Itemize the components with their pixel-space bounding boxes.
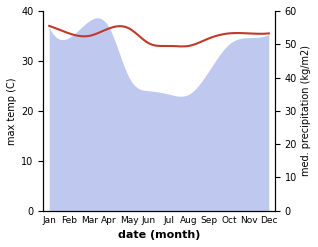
- X-axis label: date (month): date (month): [118, 230, 200, 240]
- Y-axis label: max temp (C): max temp (C): [7, 77, 17, 144]
- Y-axis label: med. precipitation (kg/m2): med. precipitation (kg/m2): [301, 45, 311, 176]
